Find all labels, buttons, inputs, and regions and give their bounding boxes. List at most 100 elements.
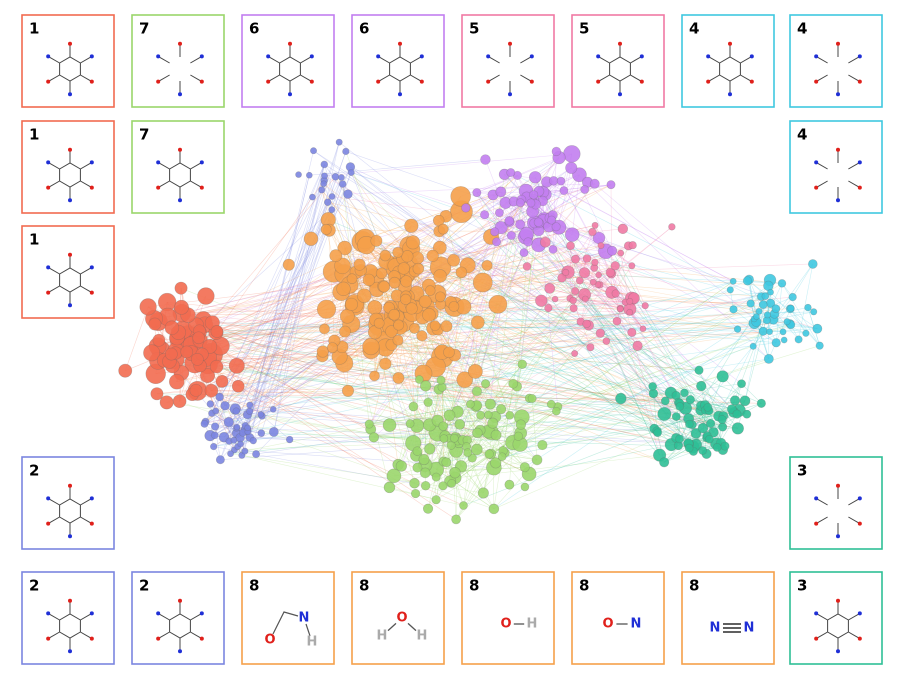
node xyxy=(420,380,432,392)
edge xyxy=(422,317,718,448)
edge xyxy=(409,263,738,415)
node xyxy=(626,308,634,316)
edge xyxy=(412,379,420,444)
node xyxy=(295,171,302,178)
edge xyxy=(249,191,540,412)
node xyxy=(200,419,209,428)
node xyxy=(447,253,461,267)
edge xyxy=(214,164,325,436)
node xyxy=(344,297,358,311)
node xyxy=(737,379,746,389)
node xyxy=(761,292,770,300)
node xyxy=(508,378,519,389)
edge xyxy=(124,306,149,371)
node xyxy=(395,460,408,472)
node xyxy=(675,434,684,444)
edge xyxy=(569,225,596,299)
edge xyxy=(455,410,557,479)
node xyxy=(488,503,500,515)
edge xyxy=(493,222,539,509)
node xyxy=(671,412,681,422)
bond xyxy=(157,631,170,640)
bond xyxy=(300,74,313,83)
edge xyxy=(741,383,762,404)
node xyxy=(143,344,161,362)
node xyxy=(441,457,452,468)
edge xyxy=(438,388,710,411)
edge xyxy=(425,412,734,466)
node xyxy=(552,406,561,416)
node xyxy=(504,216,515,226)
edge xyxy=(733,285,769,310)
bond xyxy=(707,74,720,83)
atom-label: O xyxy=(396,611,407,626)
molecule-panel: 3 xyxy=(789,571,883,665)
atom-dot xyxy=(288,41,292,46)
edge xyxy=(466,174,505,441)
bond xyxy=(190,180,203,189)
edge xyxy=(552,167,572,250)
node xyxy=(694,365,704,375)
bond xyxy=(47,74,60,83)
edge xyxy=(538,222,689,444)
edge xyxy=(187,262,595,316)
atom-dot xyxy=(46,611,51,616)
node xyxy=(227,450,235,458)
node xyxy=(563,145,581,163)
node xyxy=(548,245,558,254)
node xyxy=(490,457,502,469)
atom-dot xyxy=(814,185,819,190)
node xyxy=(490,227,500,237)
node xyxy=(472,188,482,198)
edge xyxy=(212,322,784,333)
atom-dot xyxy=(199,611,204,616)
bond xyxy=(190,631,203,640)
bond xyxy=(487,74,500,83)
edge xyxy=(467,265,476,372)
atom-dot xyxy=(199,185,204,190)
node xyxy=(438,421,449,431)
panel-label: 6 xyxy=(249,20,259,38)
edge xyxy=(334,175,518,341)
node xyxy=(705,434,714,444)
edge xyxy=(733,309,791,325)
atom-dot xyxy=(857,636,862,641)
atom-dot xyxy=(814,79,819,84)
edge xyxy=(198,327,401,339)
edge xyxy=(573,300,771,304)
molecule-panel: 8 O NH xyxy=(241,571,335,665)
molecule-panel: 5 xyxy=(571,14,665,108)
node xyxy=(405,419,415,429)
edge xyxy=(454,354,492,433)
node xyxy=(481,379,491,389)
panel-frame xyxy=(789,120,883,214)
bond xyxy=(630,74,643,83)
panel-frame xyxy=(21,120,115,214)
edge xyxy=(454,258,576,356)
edge xyxy=(493,400,746,510)
node xyxy=(810,308,818,316)
edge xyxy=(440,379,478,392)
node xyxy=(783,318,791,326)
panel-label: 7 xyxy=(139,20,149,38)
atom-dot xyxy=(68,534,72,539)
bond xyxy=(407,622,417,632)
edge xyxy=(451,323,791,446)
node xyxy=(513,431,523,441)
edge xyxy=(584,272,632,299)
atom-dot xyxy=(529,54,534,59)
edge xyxy=(586,323,785,341)
edge xyxy=(197,390,513,443)
edge xyxy=(187,180,554,337)
node xyxy=(780,336,788,344)
atom-dot xyxy=(68,598,72,603)
node xyxy=(733,325,742,333)
node xyxy=(527,394,537,403)
edge xyxy=(429,290,496,418)
node xyxy=(610,261,620,271)
node xyxy=(249,436,257,445)
bond xyxy=(740,74,753,83)
bond xyxy=(47,266,60,275)
bond xyxy=(47,55,60,64)
